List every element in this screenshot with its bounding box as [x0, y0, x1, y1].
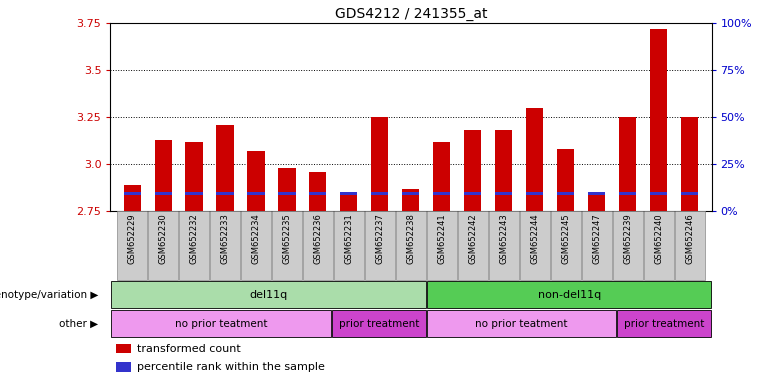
Text: GSM652246: GSM652246: [686, 213, 694, 264]
FancyBboxPatch shape: [427, 211, 457, 280]
FancyBboxPatch shape: [617, 310, 711, 337]
FancyBboxPatch shape: [428, 281, 711, 308]
FancyBboxPatch shape: [489, 211, 519, 280]
FancyBboxPatch shape: [334, 211, 364, 280]
FancyBboxPatch shape: [111, 310, 331, 337]
Bar: [310, 192, 326, 195]
Text: GSM652241: GSM652241: [438, 213, 447, 264]
Bar: [464, 130, 482, 211]
Title: GDS4212 / 241355_at: GDS4212 / 241355_at: [335, 7, 487, 21]
Bar: [434, 192, 451, 195]
Text: GSM652235: GSM652235: [282, 213, 291, 264]
FancyBboxPatch shape: [365, 211, 395, 280]
Text: del11q: del11q: [250, 290, 288, 300]
FancyBboxPatch shape: [644, 211, 673, 280]
Bar: [116, 344, 132, 353]
Text: GSM652234: GSM652234: [251, 213, 260, 264]
Text: GSM652237: GSM652237: [375, 213, 384, 264]
Bar: [464, 192, 482, 195]
Bar: [216, 125, 234, 211]
Bar: [651, 29, 667, 211]
Text: GSM652236: GSM652236: [314, 213, 323, 264]
Text: GSM652242: GSM652242: [469, 213, 477, 264]
Bar: [247, 192, 265, 195]
Bar: [619, 192, 636, 195]
Text: other ▶: other ▶: [59, 318, 98, 329]
Bar: [681, 117, 699, 211]
Bar: [340, 192, 358, 211]
FancyBboxPatch shape: [210, 211, 240, 280]
FancyBboxPatch shape: [148, 211, 178, 280]
Bar: [123, 185, 141, 211]
Bar: [310, 172, 326, 211]
Bar: [495, 192, 512, 195]
Text: GSM652233: GSM652233: [221, 213, 230, 264]
FancyBboxPatch shape: [613, 211, 643, 280]
Text: GSM652245: GSM652245: [562, 213, 571, 264]
Bar: [247, 151, 265, 211]
Text: GSM652247: GSM652247: [592, 213, 601, 264]
Text: non-del11q: non-del11q: [537, 290, 600, 300]
FancyBboxPatch shape: [117, 211, 147, 280]
Bar: [123, 192, 141, 195]
Text: GSM652239: GSM652239: [623, 213, 632, 264]
Bar: [651, 192, 667, 195]
Text: no prior teatment: no prior teatment: [476, 318, 568, 329]
Bar: [186, 142, 202, 211]
Text: no prior teatment: no prior teatment: [175, 318, 267, 329]
Bar: [681, 192, 699, 195]
Text: GSM652243: GSM652243: [499, 213, 508, 264]
FancyBboxPatch shape: [179, 211, 209, 280]
FancyBboxPatch shape: [582, 211, 612, 280]
Bar: [588, 194, 606, 211]
Bar: [371, 117, 388, 211]
Bar: [186, 192, 202, 195]
FancyBboxPatch shape: [303, 211, 333, 280]
Text: prior treatment: prior treatment: [624, 318, 704, 329]
Bar: [434, 142, 451, 211]
Bar: [403, 189, 419, 211]
Text: transformed count: transformed count: [138, 344, 241, 354]
Bar: [527, 108, 543, 211]
Text: GSM652229: GSM652229: [128, 213, 136, 264]
Text: GSM652240: GSM652240: [654, 213, 664, 264]
Bar: [154, 140, 171, 211]
FancyBboxPatch shape: [111, 281, 426, 308]
Bar: [340, 192, 358, 195]
Text: GSM652244: GSM652244: [530, 213, 540, 264]
Text: GSM652238: GSM652238: [406, 213, 416, 264]
Bar: [495, 130, 512, 211]
Text: GSM652230: GSM652230: [158, 213, 167, 264]
Bar: [279, 192, 295, 195]
Bar: [154, 192, 171, 195]
Bar: [371, 192, 388, 195]
Text: prior treatment: prior treatment: [339, 318, 419, 329]
Bar: [116, 362, 132, 372]
Bar: [279, 168, 295, 211]
Text: GSM652232: GSM652232: [189, 213, 199, 264]
Bar: [527, 192, 543, 195]
FancyBboxPatch shape: [333, 310, 426, 337]
Text: percentile rank within the sample: percentile rank within the sample: [138, 362, 325, 372]
FancyBboxPatch shape: [241, 211, 271, 280]
FancyBboxPatch shape: [272, 211, 302, 280]
Bar: [216, 192, 234, 195]
Bar: [557, 149, 575, 211]
Bar: [588, 192, 606, 195]
FancyBboxPatch shape: [458, 211, 488, 280]
Bar: [403, 192, 419, 195]
FancyBboxPatch shape: [396, 211, 426, 280]
FancyBboxPatch shape: [520, 211, 549, 280]
FancyBboxPatch shape: [428, 310, 616, 337]
FancyBboxPatch shape: [551, 211, 581, 280]
Bar: [619, 117, 636, 211]
FancyBboxPatch shape: [675, 211, 705, 280]
Text: genotype/variation ▶: genotype/variation ▶: [0, 290, 98, 300]
Bar: [557, 192, 575, 195]
Text: GSM652231: GSM652231: [345, 213, 353, 264]
